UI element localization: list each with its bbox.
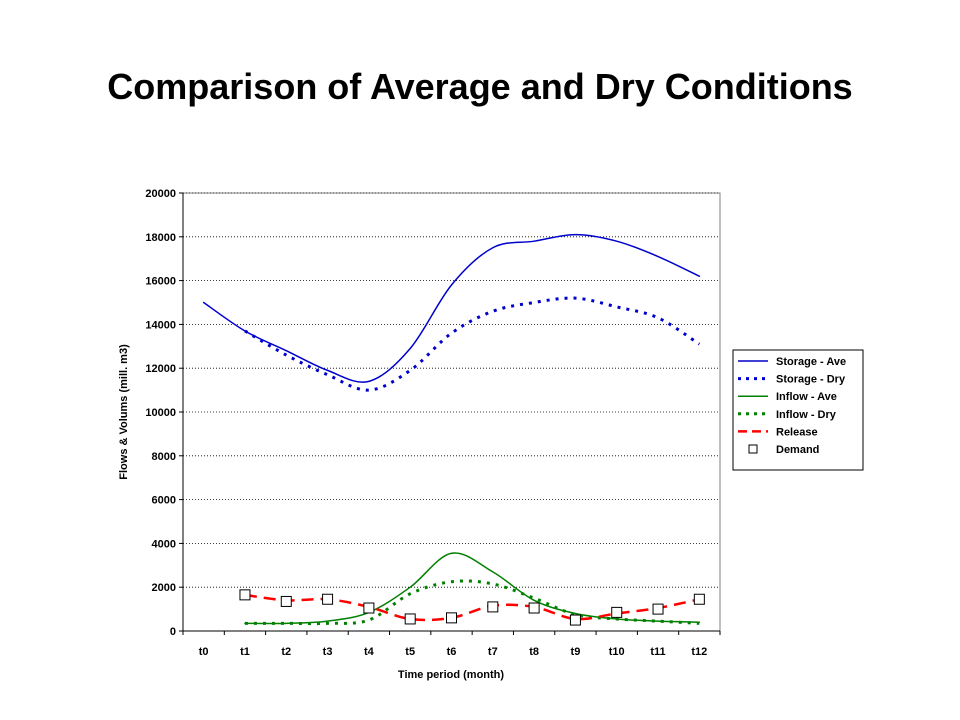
demand-marker <box>487 601 499 613</box>
legend: Storage - Ave Storage - Dry Inflow - Ave In… <box>732 349 864 471</box>
series-line-storage-ave <box>202 233 701 383</box>
demand-marker <box>611 606 623 618</box>
x-tick-label: t0 <box>199 646 209 658</box>
x-tick-label: t7 <box>488 646 498 658</box>
demand-marker <box>322 593 334 605</box>
series-line-storage-dry <box>244 296 701 392</box>
y-axis-ticks: 0 2000 4000 6000 8000 10000 12000 14000 16000 180… <box>145 188 183 638</box>
legend-label: Inflow - Ave <box>776 391 837 403</box>
y-tick-label: 6000 <box>152 495 176 507</box>
x-tick-label: t2 <box>281 646 291 658</box>
x-tick-label: t4 <box>364 646 375 658</box>
x-axis-label: Time period (month) <box>398 669 504 681</box>
x-tick-label: t9 <box>571 646 581 658</box>
demand-marker <box>693 593 705 605</box>
demand-marker <box>446 612 457 624</box>
y-tick-label: 16000 <box>145 276 176 288</box>
legend-swatch-demand <box>748 444 758 454</box>
demand-marker <box>528 602 540 614</box>
y-tick-label: 10000 <box>145 407 176 419</box>
x-tick-label: t3 <box>323 646 333 658</box>
y-tick-label: 18000 <box>145 232 176 244</box>
demand-marker <box>239 589 251 601</box>
legend-label: Release <box>776 426 818 438</box>
series-line-inflow-ave <box>244 552 701 625</box>
y-tick-label: 12000 <box>145 363 176 375</box>
legend-label: Storage - Ave <box>776 356 846 368</box>
legend-label: Storage - Dry <box>776 374 846 386</box>
y-tick-label: 14000 <box>145 319 176 331</box>
x-tick-label: t1 <box>240 646 250 658</box>
y-tick-label: 0 <box>170 626 176 638</box>
demand-marker <box>404 613 416 625</box>
y-tick-label: 2000 <box>152 582 176 594</box>
legend-label: Inflow - Dry <box>776 409 837 421</box>
x-tick-label: t12 <box>691 646 707 658</box>
slide-title: Comparison of Average and Dry Conditions <box>107 66 853 107</box>
x-tick-label: t6 <box>447 646 457 658</box>
legend-label: Demand <box>776 444 819 456</box>
y-tick-label: 4000 <box>152 538 176 550</box>
y-tick-label: 20000 <box>145 188 176 200</box>
demand-marker <box>363 602 375 614</box>
x-tick-label: t10 <box>609 646 625 658</box>
demand-marker <box>280 595 292 607</box>
y-axis-label: Flows & Volums (mill. m3) <box>118 344 130 480</box>
x-axis-ticks: t0 t1 t2 t3 t4 t5 t6 t7 t8 t9 t10 t11 t12 <box>182 631 721 658</box>
x-tick-label: t8 <box>529 646 539 658</box>
y-tick-label: 8000 <box>152 451 176 463</box>
demand-marker <box>652 603 664 615</box>
gridlines <box>183 192 720 588</box>
demand-markers <box>239 589 705 626</box>
demand-marker <box>569 614 581 626</box>
x-tick-label: t11 <box>650 646 665 658</box>
x-tick-label: t5 <box>405 646 415 658</box>
